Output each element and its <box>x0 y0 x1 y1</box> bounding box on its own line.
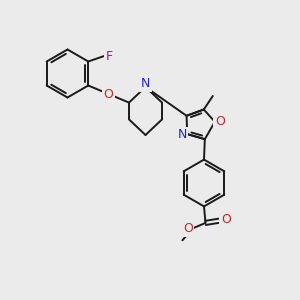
Text: O: O <box>215 115 225 128</box>
Text: F: F <box>106 50 113 63</box>
Text: O: O <box>183 222 193 236</box>
Text: O: O <box>104 88 114 100</box>
Text: O: O <box>221 213 231 226</box>
Text: N: N <box>141 77 150 90</box>
Text: N: N <box>177 128 187 141</box>
